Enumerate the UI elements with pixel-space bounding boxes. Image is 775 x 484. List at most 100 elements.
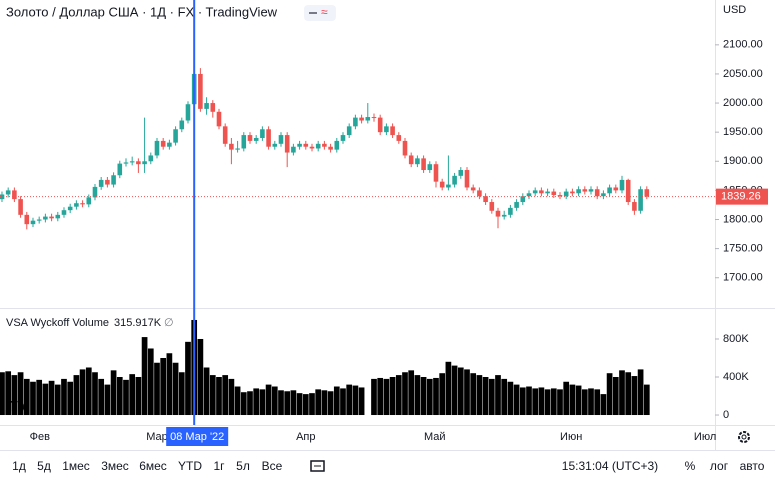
volume-bar xyxy=(408,370,415,416)
volume-bar xyxy=(271,386,278,416)
candle-body xyxy=(260,129,265,138)
candle-body xyxy=(415,158,420,165)
volume-bar xyxy=(240,392,247,416)
candle-body xyxy=(501,214,507,217)
volume-bar xyxy=(5,371,12,416)
volume-bar xyxy=(569,384,576,416)
volume-bar xyxy=(346,384,353,416)
candle-body xyxy=(105,179,110,185)
volume-bar xyxy=(377,377,384,416)
volume-bar xyxy=(321,390,328,416)
symbol-title: Золото / Доллар США · 1Д · FX · TradingV… xyxy=(6,4,278,19)
volume-bar xyxy=(172,362,179,416)
volume-bar xyxy=(637,369,644,416)
last-price-label: 1839.26 xyxy=(721,191,761,203)
candle-body xyxy=(86,197,92,205)
x-tick-label: Июн xyxy=(560,431,582,443)
range-button[interactable]: 5л xyxy=(236,459,250,473)
volume-bar xyxy=(116,377,123,416)
scale-option[interactable]: лог xyxy=(710,459,729,473)
candle-body xyxy=(278,135,284,144)
volume-bar xyxy=(383,378,390,416)
volume-bar xyxy=(166,353,173,416)
candle-body xyxy=(24,214,30,225)
candle-body xyxy=(446,184,451,188)
volume-bar xyxy=(234,386,241,416)
y-tick-label: 2100.00 xyxy=(723,39,763,51)
volume-bar xyxy=(476,375,483,416)
x-tick-label: Мар xyxy=(146,431,168,443)
candle-body xyxy=(458,170,464,176)
volume-bar xyxy=(92,372,98,416)
range-button[interactable]: 1мес xyxy=(62,459,90,473)
scale-option[interactable]: % xyxy=(685,459,696,473)
candle-body xyxy=(638,189,643,211)
volume-bar xyxy=(588,388,594,416)
compare-icon[interactable] xyxy=(310,460,325,472)
range-button[interactable]: 5д xyxy=(37,459,51,473)
candle-body xyxy=(619,179,625,191)
candle-body xyxy=(179,120,185,130)
volume-bar xyxy=(135,377,142,416)
volume-bar xyxy=(284,391,291,416)
y-tick-label: 400K xyxy=(723,371,749,383)
range-button[interactable]: 3мес xyxy=(101,459,129,473)
candle-body xyxy=(359,117,364,121)
range-button[interactable]: YTD xyxy=(178,459,202,473)
indicator-title: VSA Wyckoff Volume xyxy=(6,317,109,329)
candle-body xyxy=(148,155,154,162)
candle-body xyxy=(427,164,433,171)
candle-body xyxy=(439,181,445,188)
candle-body xyxy=(123,162,129,164)
candle-body xyxy=(74,203,79,207)
candle-body xyxy=(408,155,414,165)
candle-body xyxy=(229,143,234,150)
settings-icon[interactable] xyxy=(738,431,750,443)
range-button[interactable]: 6мес xyxy=(139,459,167,473)
range-button[interactable]: Все xyxy=(262,459,283,473)
volume-bar xyxy=(433,377,439,416)
range-button[interactable]: 1г xyxy=(213,459,225,473)
candle-body xyxy=(309,146,315,149)
y-tick-label: 2000.00 xyxy=(723,97,763,109)
candle-body xyxy=(353,117,358,127)
candle-body xyxy=(514,202,519,208)
range-button[interactable]: 1д xyxy=(12,459,26,473)
candle-body xyxy=(67,206,73,211)
candle-body xyxy=(210,103,216,112)
volume-bar xyxy=(488,378,495,416)
candle-body xyxy=(384,126,389,133)
candle-body xyxy=(601,193,606,197)
candle-body xyxy=(173,129,178,143)
volume-bar xyxy=(309,393,315,416)
volume-bar xyxy=(216,377,222,416)
candle-body xyxy=(198,73,203,109)
volume-bar xyxy=(581,389,588,416)
status-pill[interactable] xyxy=(304,5,336,21)
x-tick-label: Апр xyxy=(296,431,315,443)
candle-body xyxy=(98,179,104,187)
volume-bar xyxy=(178,372,185,416)
volume-bar xyxy=(358,387,365,416)
candle-body xyxy=(644,189,650,197)
candle-body xyxy=(0,194,5,200)
candle-body xyxy=(570,191,575,194)
candle-body xyxy=(594,189,600,197)
candle-body xyxy=(185,104,191,121)
volume-bar xyxy=(544,389,551,416)
candle-body xyxy=(12,190,17,200)
volume-bar xyxy=(247,391,253,416)
x-tick-label: Фев xyxy=(30,431,50,443)
candle-body xyxy=(464,170,470,188)
pill-icon: ≈ xyxy=(321,5,328,19)
candle-body xyxy=(402,140,408,156)
volume-bar xyxy=(612,377,619,416)
candle-body xyxy=(266,129,271,147)
clock: 15:31:04 (UTC+3) xyxy=(562,459,658,473)
candle-body xyxy=(5,190,11,195)
volume-bar xyxy=(352,385,359,416)
volume-bar xyxy=(402,372,408,416)
candle-body xyxy=(495,210,501,217)
volume-bar xyxy=(98,378,105,416)
scale-option[interactable]: авто xyxy=(740,459,765,473)
